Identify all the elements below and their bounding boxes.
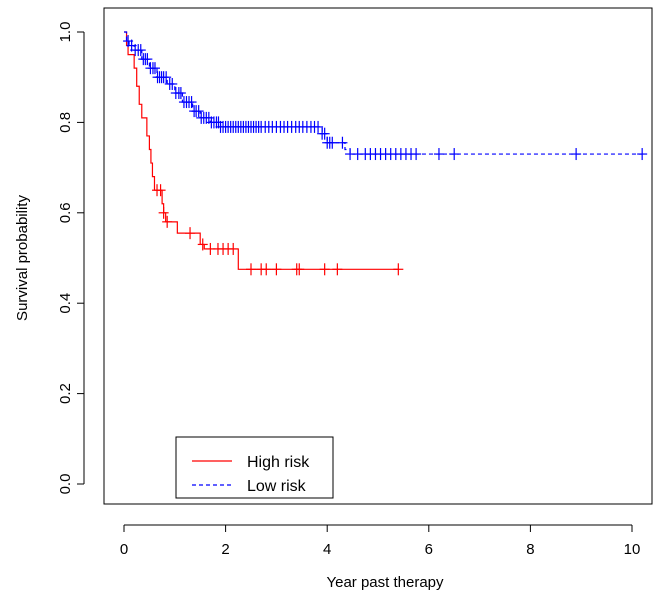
censor-mark bbox=[193, 105, 204, 118]
survival-curve bbox=[124, 31, 399, 270]
censor-mark bbox=[313, 120, 324, 133]
survival-curve bbox=[124, 31, 643, 155]
censor-mark bbox=[185, 227, 196, 240]
censor-mark bbox=[228, 242, 239, 255]
y-tick-label: 0.2 bbox=[57, 383, 74, 404]
censor-mark bbox=[197, 238, 208, 251]
plot-frame bbox=[103, 7, 653, 505]
series-layer bbox=[123, 31, 648, 276]
censor-mark bbox=[246, 263, 256, 276]
censor-mark bbox=[142, 53, 153, 66]
censor-mark bbox=[637, 148, 648, 161]
censor-mark bbox=[327, 136, 338, 149]
legend-label: High risk bbox=[247, 454, 310, 471]
y-tick-label: 0.4 bbox=[57, 293, 74, 314]
censor-mark bbox=[319, 127, 330, 140]
censor-mark bbox=[162, 215, 173, 228]
x-tick-label: 10 bbox=[624, 541, 641, 558]
plot-border bbox=[103, 7, 653, 505]
censor-mark bbox=[433, 148, 444, 161]
y-axis: 0.0 0.2 0.4 0.6 0.8 1.0 bbox=[57, 22, 85, 495]
y-tick-label: 1.0 bbox=[57, 22, 74, 43]
censor-mark bbox=[332, 263, 343, 276]
censor-mark bbox=[294, 263, 305, 276]
censor-mark bbox=[571, 148, 582, 161]
y-tick-label: 0.8 bbox=[57, 112, 74, 133]
x-tick-label: 8 bbox=[526, 541, 534, 558]
censor-mark bbox=[149, 62, 160, 75]
x-tick-label: 6 bbox=[425, 541, 433, 558]
censor-mark bbox=[319, 263, 330, 276]
x-axis-label: Year past therapy bbox=[326, 574, 444, 591]
censor-mark bbox=[411, 148, 422, 161]
censor-mark bbox=[135, 44, 146, 57]
x-axis: 0 2 4 6 8 10 bbox=[120, 524, 641, 558]
censor-mark bbox=[337, 136, 348, 149]
legend-box bbox=[175, 436, 334, 499]
censor-mark bbox=[393, 263, 404, 276]
y-tick-label: 0.6 bbox=[57, 202, 74, 223]
series-low-risk bbox=[123, 31, 648, 161]
censor-mark bbox=[158, 206, 169, 219]
x-tick-label: 0 bbox=[120, 541, 128, 558]
series-high-risk bbox=[124, 31, 404, 276]
legend: High risk Low risk bbox=[175, 436, 334, 499]
censor-mark bbox=[167, 77, 178, 90]
censor-mark bbox=[155, 184, 166, 197]
x-tick-label: 2 bbox=[221, 541, 229, 558]
censor-mark bbox=[271, 263, 282, 276]
y-tick-label: 0.0 bbox=[57, 474, 74, 495]
censor-mark bbox=[261, 263, 272, 276]
censor-mark bbox=[161, 71, 172, 84]
censor-mark bbox=[186, 96, 197, 109]
x-tick-label: 4 bbox=[323, 541, 331, 558]
censor-mark bbox=[449, 148, 460, 161]
censor-mark bbox=[175, 87, 186, 100]
legend-label: Low risk bbox=[247, 478, 307, 495]
y-axis-label: Survival probability bbox=[14, 195, 31, 321]
